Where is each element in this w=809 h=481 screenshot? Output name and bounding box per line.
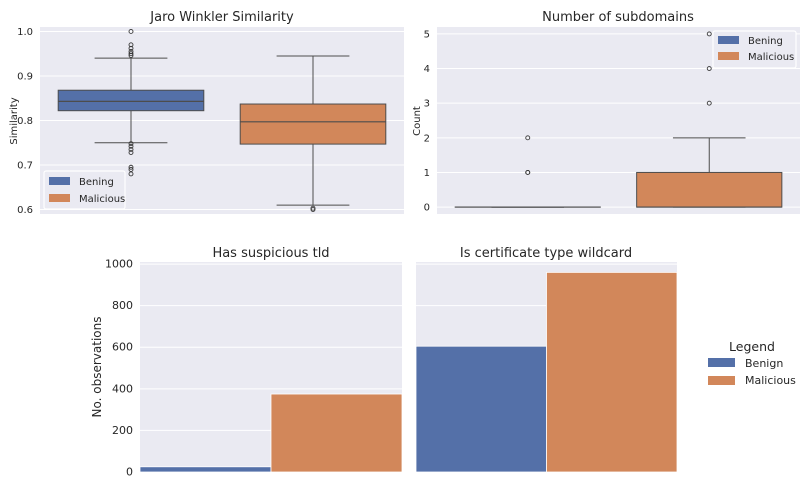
outlier-point bbox=[310, 207, 316, 212]
legend-label: Bening bbox=[748, 36, 783, 47]
subdomains-panel: 0 1 2 3 4 5 Number of subdomains Count Bening… bbox=[412, 10, 800, 214]
y-axis-label: Similarity bbox=[9, 97, 20, 144]
y-tick-label: 800 bbox=[112, 299, 133, 312]
chart-title: Jaro Winkler Similarity bbox=[149, 10, 294, 25]
suspicious-tld-panel: 0 200 400 600 800 1000 Has suspicious tld No.… bbox=[90, 246, 403, 479]
malicious-bar bbox=[270, 393, 403, 473]
outlier-point bbox=[128, 150, 134, 156]
outlier-point bbox=[128, 146, 134, 152]
y-tick-labels: 0 1 2 3 4 5 bbox=[424, 29, 430, 213]
legend-title: Legend bbox=[729, 339, 775, 354]
outlier-point bbox=[525, 169, 531, 175]
wildcard-certificate-panel: Is certificate type wildcard bbox=[415, 246, 678, 473]
y-tick-label: 0.8 bbox=[17, 116, 33, 127]
jaro-winkler-panel: 0.60.70.80.91.0 Jaro Winkler Similarity … bbox=[9, 10, 404, 216]
outlier-point bbox=[128, 171, 134, 177]
figure-legend: Legend Benign Malicious bbox=[708, 339, 796, 387]
benign-bar bbox=[415, 345, 547, 473]
benign-bar bbox=[139, 466, 272, 473]
y-tick-label: 1.0 bbox=[17, 27, 33, 38]
outlier-point bbox=[706, 100, 712, 106]
y-tick-label: 2 bbox=[424, 133, 430, 144]
outlier-point bbox=[128, 167, 134, 172]
legend-label: Benign bbox=[745, 357, 783, 370]
outlier-point bbox=[128, 143, 134, 149]
y-tick-label: 4 bbox=[424, 64, 430, 75]
outlier-point bbox=[128, 51, 134, 57]
legend-label: Bening bbox=[79, 177, 114, 188]
boxes bbox=[57, 29, 387, 212]
boxes bbox=[454, 31, 783, 208]
legend-swatch-benign bbox=[708, 358, 735, 367]
y-tick-label: 1 bbox=[424, 168, 430, 179]
outlier-point bbox=[128, 45, 134, 51]
y-tick-label: 0.6 bbox=[17, 205, 33, 216]
legend-swatch-benign bbox=[49, 177, 70, 185]
y-axis-label: No. observations bbox=[90, 317, 104, 418]
y-tick-labels: 0.6 0.7 0.8 0.9 1.0 bbox=[17, 27, 33, 216]
bars bbox=[415, 271, 678, 473]
malicious-box bbox=[239, 103, 387, 145]
legend: Bening Malicious bbox=[712, 30, 797, 69]
legend-label: Malicious bbox=[745, 374, 796, 387]
bars bbox=[139, 393, 403, 473]
legend-swatch-malicious bbox=[708, 376, 735, 385]
y-axis-label: Count bbox=[412, 106, 423, 136]
legend-swatch-benign bbox=[718, 36, 739, 44]
chart-title: Number of subdomains bbox=[542, 10, 694, 25]
outlier-point bbox=[706, 66, 712, 72]
malicious-box bbox=[636, 171, 783, 208]
y-tick-label: 600 bbox=[112, 341, 133, 354]
outlier-point bbox=[525, 135, 531, 141]
y-tick-labels: 0 200 400 600 800 1000 bbox=[105, 258, 133, 479]
y-tick-label: 0 bbox=[126, 466, 133, 479]
y-tick-label: 0.7 bbox=[17, 161, 33, 172]
legend-swatch-malicious bbox=[718, 52, 739, 60]
y-tick-label: 3 bbox=[424, 99, 430, 110]
bening-box bbox=[57, 89, 205, 112]
outlier-point bbox=[128, 141, 134, 147]
outlier-point bbox=[128, 53, 134, 58]
outlier-point bbox=[128, 164, 134, 170]
chart-title: Has suspicious tld bbox=[212, 246, 329, 261]
y-tick-label: 5 bbox=[424, 29, 430, 40]
y-tick-label: 400 bbox=[112, 382, 133, 395]
y-tick-label: 0.9 bbox=[17, 71, 33, 82]
legend-swatch-malicious bbox=[49, 194, 70, 202]
outlier-point bbox=[706, 31, 712, 37]
legend-label: Malicious bbox=[748, 52, 794, 63]
legend-label: Malicious bbox=[79, 194, 125, 205]
malicious-bar bbox=[546, 271, 678, 473]
y-tick-label: 200 bbox=[112, 424, 133, 437]
y-tick-label: 1000 bbox=[105, 258, 133, 271]
legend: Bening Malicious bbox=[43, 170, 126, 210]
y-tick-label: 0 bbox=[424, 203, 430, 214]
chart-title: Is certificate type wildcard bbox=[460, 246, 632, 261]
outlier-point bbox=[128, 29, 134, 34]
